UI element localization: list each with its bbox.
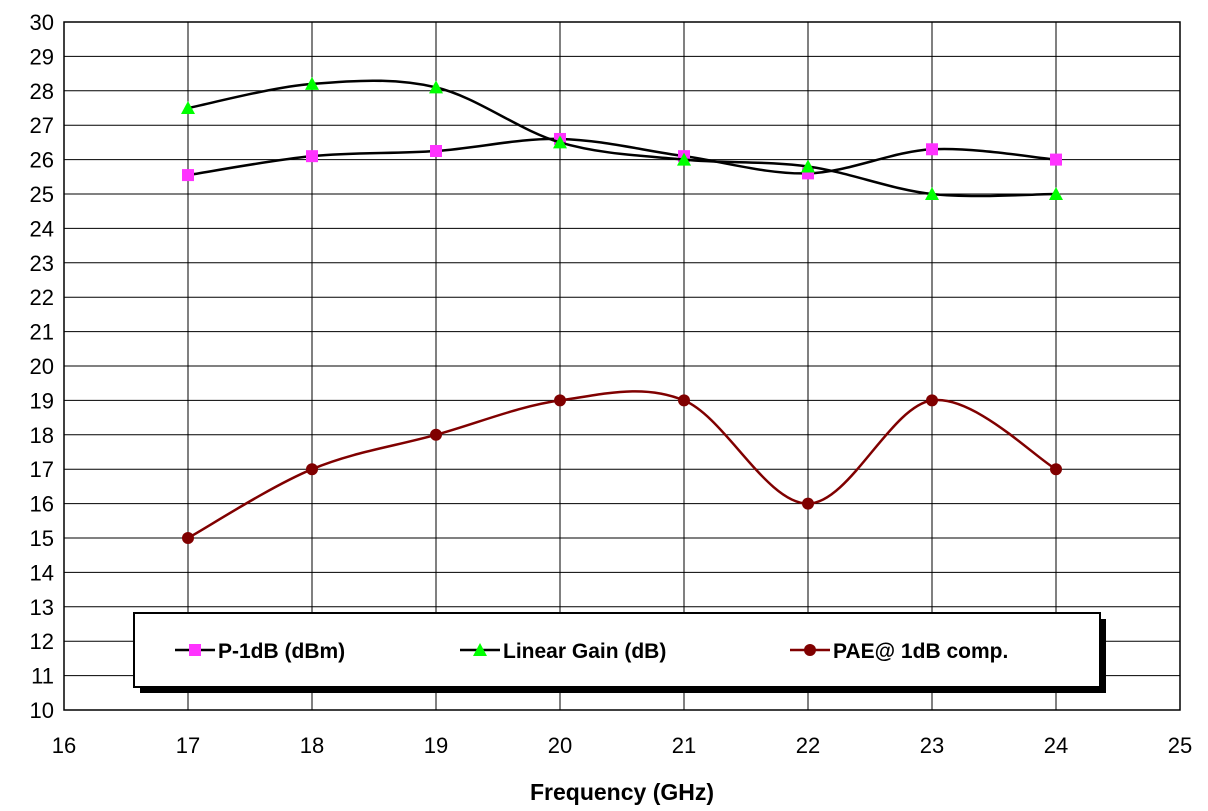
x-tick-label: 23	[920, 733, 944, 758]
data-point-linear-gain	[677, 152, 691, 166]
data-point-linear-gain	[305, 76, 319, 90]
y-tick-label: 24	[30, 216, 54, 241]
series-line-linear-gain	[187, 79, 1057, 198]
data-point-p1db	[926, 143, 938, 156]
x-axis-tick-labels: 16 17 18 19 20 21 22 23 24 25	[52, 733, 1192, 758]
data-point-linear-gain	[429, 80, 443, 94]
y-tick-label: 11	[31, 664, 54, 689]
data-point-linear-gain	[553, 135, 567, 149]
data-point-pae	[430, 428, 442, 441]
y-tick-label: 20	[30, 354, 54, 379]
legend-marker-pae	[804, 644, 816, 656]
y-tick-label: 18	[30, 423, 54, 448]
y-tick-label: 21	[30, 320, 54, 345]
data-point-pae	[678, 394, 690, 407]
data-point-p1db	[1050, 153, 1062, 166]
y-tick-label: 13	[30, 595, 54, 620]
legend-marker-linear-gain	[473, 643, 487, 656]
legend-label-pae: PAE@ 1dB comp.	[833, 640, 1008, 663]
y-tick-label: 23	[30, 251, 54, 276]
x-tick-label: 20	[548, 733, 572, 758]
x-tick-label: 17	[176, 733, 200, 758]
data-point-pae	[306, 463, 318, 476]
data-point-pae	[802, 497, 814, 510]
x-tick-label: 22	[796, 733, 820, 758]
y-tick-label: 26	[30, 148, 54, 173]
y-tick-label: 22	[30, 285, 54, 310]
x-tick-label: 21	[672, 733, 696, 758]
data-point-pae	[926, 394, 938, 407]
y-tick-label: 29	[30, 44, 54, 69]
legend: P-1dB (dBm) Linear Gain (dB) PAE@ 1dB comp…	[133, 612, 1106, 693]
y-tick-label: 15	[30, 526, 54, 551]
data-point-pae	[182, 532, 194, 544]
series-pae	[182, 390, 1062, 544]
legend-marker-p1db	[189, 644, 201, 656]
data-point-pae	[554, 394, 566, 407]
data-point-linear-gain	[181, 101, 195, 114]
x-tick-label: 24	[1044, 733, 1068, 758]
data-point-p1db	[430, 145, 442, 157]
y-tick-label: 14	[30, 560, 54, 585]
x-tick-label: 18	[300, 733, 324, 758]
series-layer	[181, 76, 1063, 544]
x-axis-title: Frequency (GHz)	[530, 779, 714, 805]
series-linear-gain	[181, 76, 1063, 200]
y-tick-label: 30	[30, 10, 54, 35]
y-tick-label: 12	[30, 629, 54, 654]
plot-border	[63, 21, 1181, 711]
data-point-p1db	[306, 150, 318, 163]
y-tick-label: 25	[30, 182, 54, 207]
y-tick-label: 16	[30, 492, 54, 517]
y-tick-label: 28	[30, 79, 54, 104]
data-point-linear-gain	[925, 187, 939, 200]
y-tick-label: 10	[30, 698, 54, 723]
y-tick-label: 27	[30, 113, 54, 138]
y-tick-label: 17	[30, 457, 54, 482]
legend-items: P-1dB (dBm) Linear Gain (dB) PAE@ 1dB comp…	[175, 640, 1008, 663]
legend-label-linear-gain: Linear Gain (dB)	[503, 640, 666, 663]
legend-label-p1db: P-1dB (dBm)	[218, 640, 345, 663]
data-point-p1db	[182, 169, 194, 182]
x-tick-label: 16	[52, 733, 76, 758]
y-axis-tick-labels: 10 11 12 13 14 15 16 17 18 19 20 21 22 23 24 25 26 27 28 29…	[30, 10, 54, 723]
grid	[63, 21, 1181, 711]
y-tick-label: 19	[30, 388, 54, 413]
data-point-linear-gain	[801, 159, 815, 173]
x-tick-label: 25	[1168, 733, 1192, 758]
data-point-linear-gain	[1049, 187, 1063, 200]
series-line-pae	[187, 390, 1057, 540]
data-point-pae	[1050, 463, 1062, 476]
x-tick-label: 19	[424, 733, 448, 758]
legend-box	[133, 612, 1101, 688]
series-line-p1db	[187, 137, 1057, 177]
